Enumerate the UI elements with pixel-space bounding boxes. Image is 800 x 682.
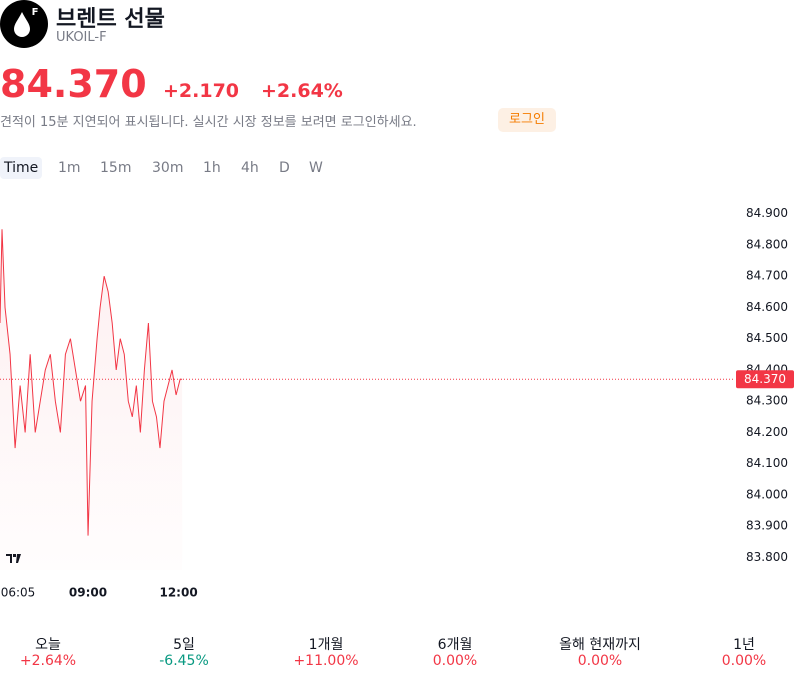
timeframe-button[interactable]: D bbox=[279, 160, 290, 176]
y-tick-label: 83.800 bbox=[746, 550, 788, 564]
y-tick-label: 84.700 bbox=[746, 269, 788, 283]
timeframe-button[interactable]: W bbox=[309, 160, 323, 176]
ticker: UKOIL-F bbox=[56, 30, 107, 45]
timeframe-button[interactable]: 30m bbox=[152, 160, 184, 176]
period-value: +2.64% bbox=[19, 653, 77, 669]
last-price-tag bbox=[736, 370, 794, 389]
timeframe-button[interactable]: 1h bbox=[203, 160, 221, 176]
period-value: 0.00% bbox=[721, 653, 767, 669]
x-tick-label: 06:05 bbox=[1, 586, 36, 600]
period-label: 6개월 bbox=[437, 637, 473, 653]
change-percent: +2.64% bbox=[261, 80, 343, 102]
last-price-label: 84.370 bbox=[744, 372, 786, 386]
price-line bbox=[0, 229, 183, 536]
y-tick-label: 84.900 bbox=[746, 206, 788, 220]
icon-letter: F bbox=[32, 7, 39, 18]
change: +2.170 bbox=[163, 80, 240, 102]
y-tick-label: 84.500 bbox=[746, 331, 788, 345]
period-value: -6.45% bbox=[159, 653, 209, 669]
y-tick-label: 84.300 bbox=[746, 394, 788, 408]
title: 브렌트 선물 bbox=[56, 7, 165, 32]
x-tick-label: 09:00 bbox=[69, 586, 107, 600]
period-label: 오늘 bbox=[35, 637, 61, 653]
y-tick-label: 83.900 bbox=[746, 519, 788, 533]
y-tick-label: 84.000 bbox=[746, 487, 788, 501]
period-label: 1개월 bbox=[308, 637, 344, 653]
login-button[interactable]: 로그인 bbox=[498, 108, 556, 132]
y-tick-label: 84.100 bbox=[746, 456, 788, 470]
area bbox=[0, 229, 183, 570]
delay-notice: 견적이 15분 지연되어 표시됩니다. 실시간 시장 정보를 보려면 로그인하세… bbox=[0, 115, 417, 130]
chart: 83.80083.90084.00084.10084.20084.30084.4… bbox=[0, 206, 794, 600]
period-label: 올해 현재까지 bbox=[559, 637, 641, 653]
timeframe-button[interactable]: 15m bbox=[100, 160, 132, 176]
price: 84.370 bbox=[0, 62, 147, 106]
y-tick-label: 84.800 bbox=[746, 237, 788, 251]
period-value: +11.00% bbox=[293, 653, 359, 669]
period-label: 5일 bbox=[173, 637, 195, 653]
y-tick-label: 84.200 bbox=[746, 425, 788, 439]
timeframe-button[interactable]: Time bbox=[0, 157, 43, 179]
period-label: 1년 bbox=[733, 637, 755, 653]
symbol-icon: F bbox=[0, 0, 48, 48]
x-tick-label: 12:00 bbox=[159, 586, 197, 600]
timeframe-button[interactable]: 1m bbox=[58, 160, 81, 176]
timeframe-button[interactable]: 4h bbox=[241, 160, 259, 176]
period-value: 0.00% bbox=[577, 653, 623, 669]
y-tick-label: 84.600 bbox=[746, 300, 788, 314]
period-value: 0.00% bbox=[432, 653, 478, 669]
